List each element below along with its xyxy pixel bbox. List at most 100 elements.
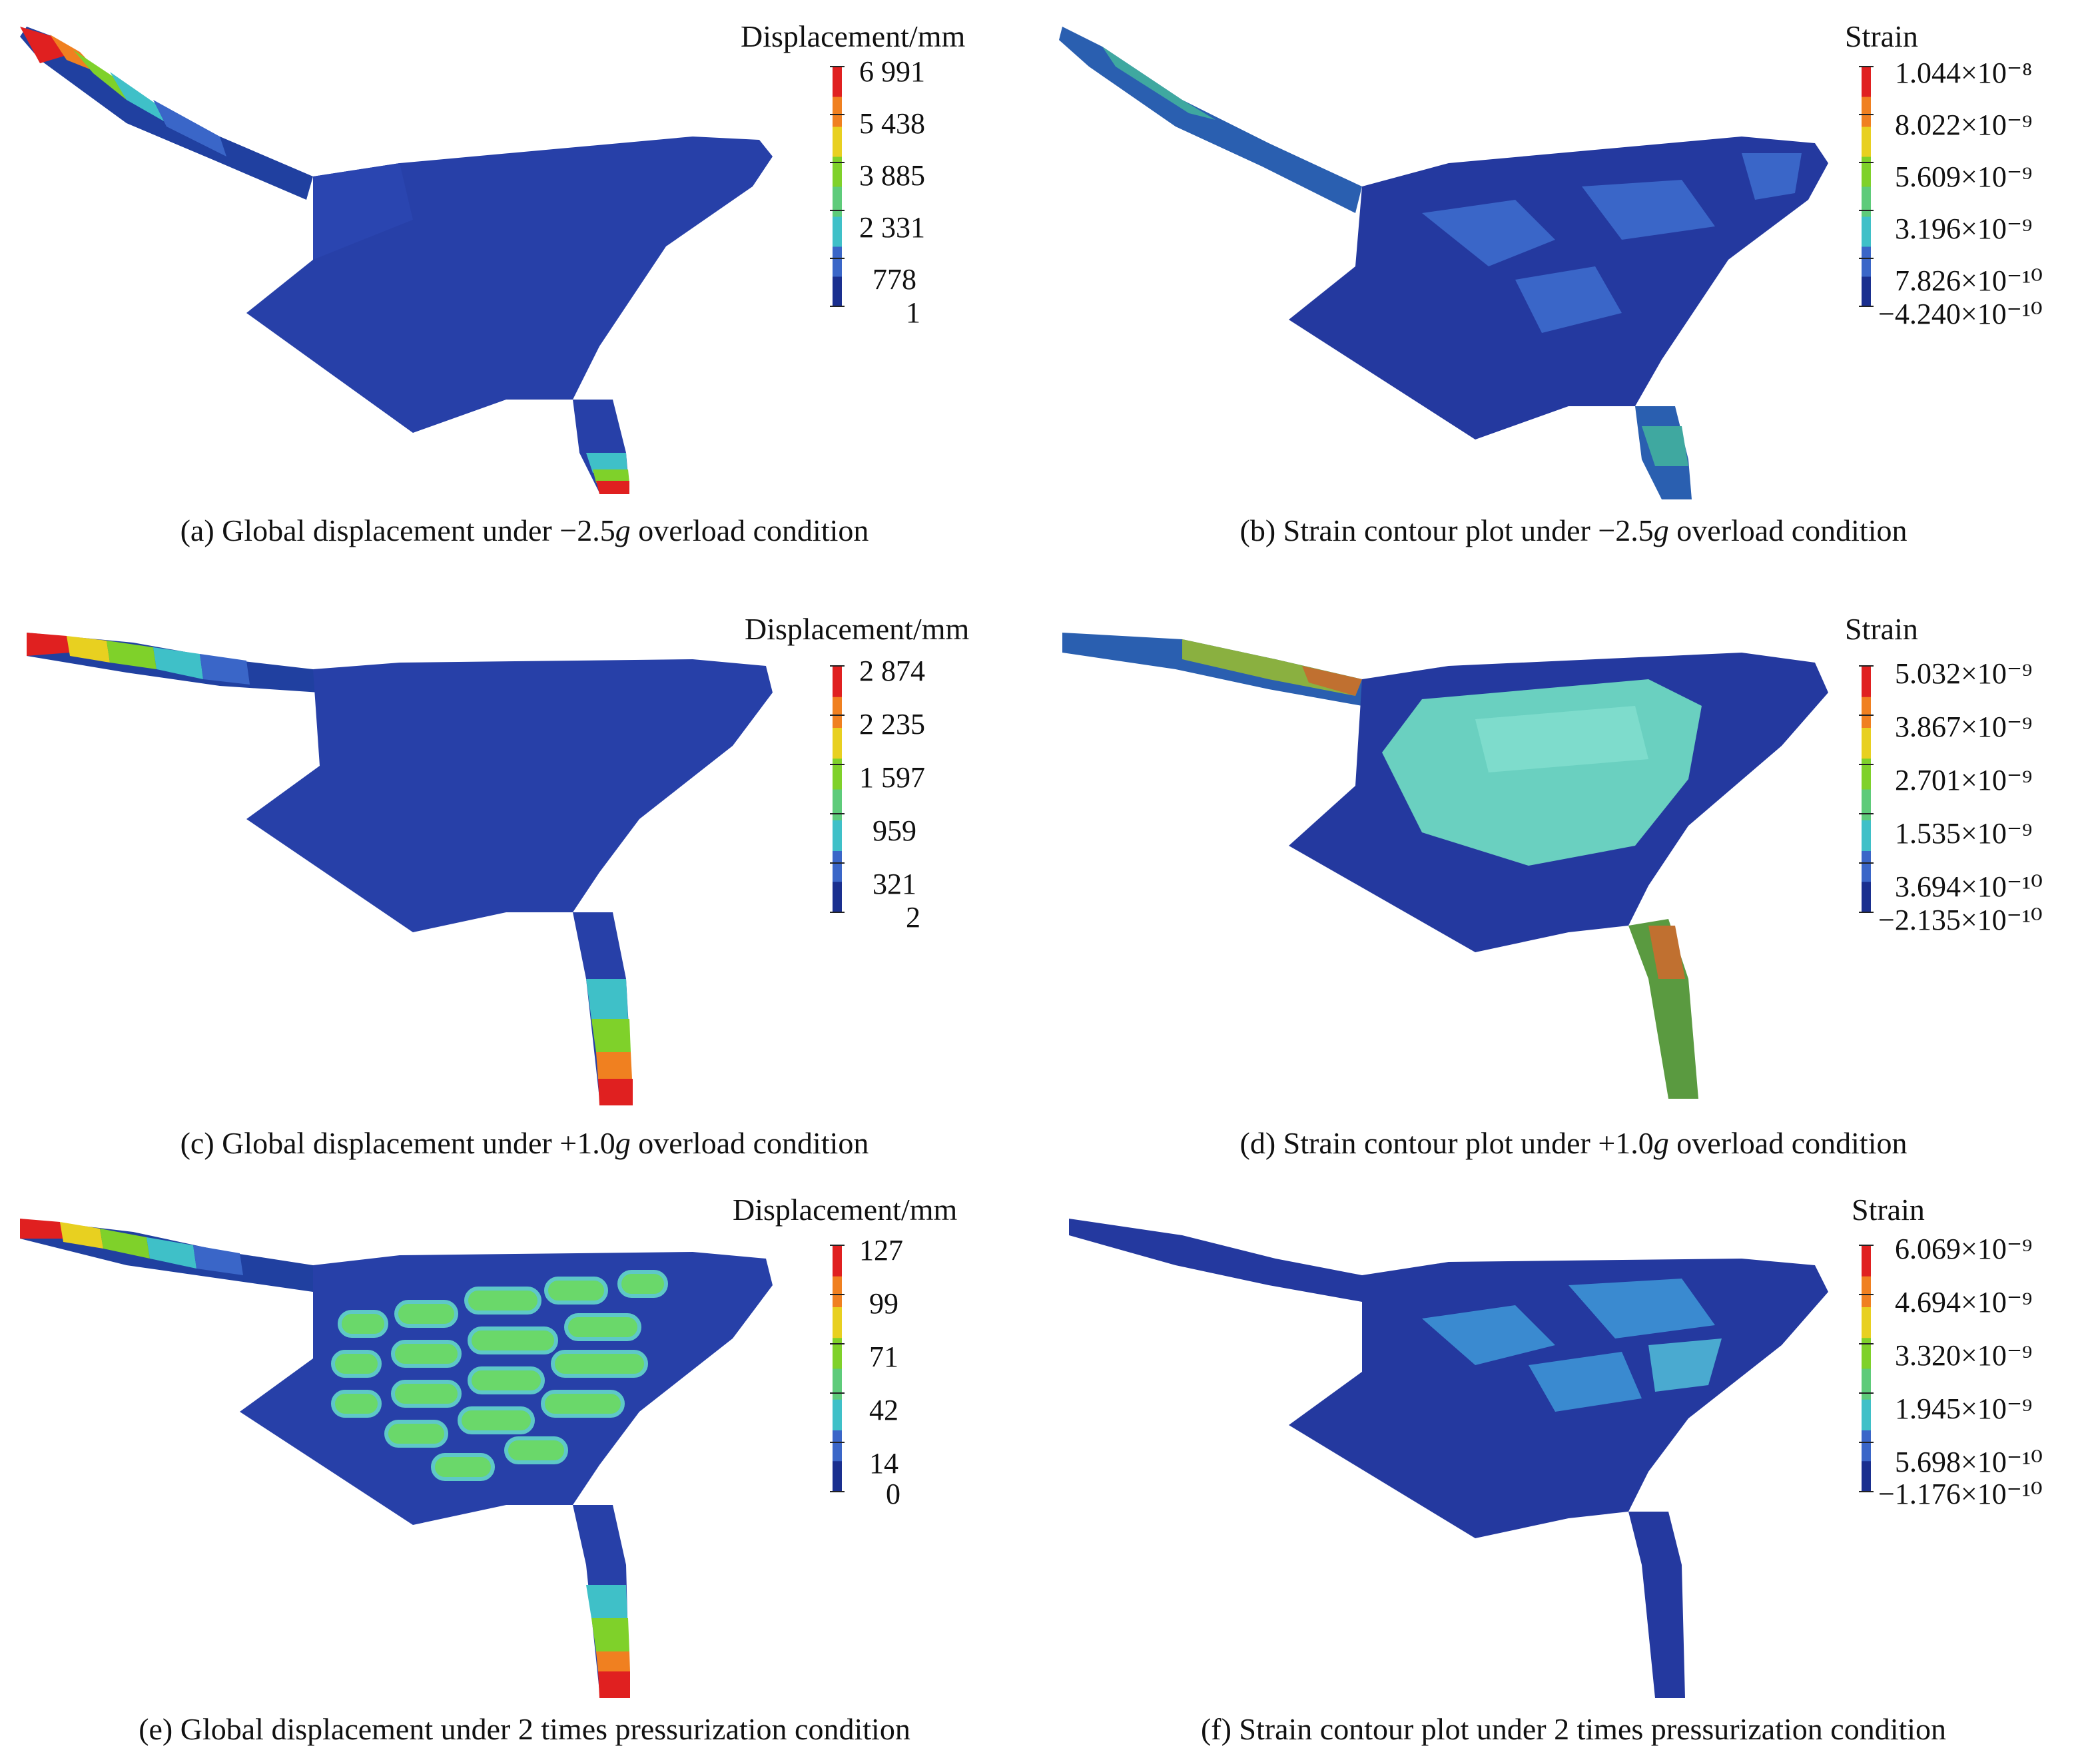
tick-label: −1.176×10⁻¹⁰ xyxy=(1878,1478,2043,1510)
tick-label: −4.240×10⁻¹⁰ xyxy=(1878,298,2043,330)
tick-label: 2 xyxy=(906,901,920,934)
color-bar-segment xyxy=(833,246,842,277)
color-bar-segment xyxy=(1862,666,1871,697)
pressure-cells xyxy=(331,1270,668,1481)
color-bar-segment xyxy=(1862,1430,1871,1462)
tick-label: 71 xyxy=(869,1340,898,1373)
color-bar-segment xyxy=(833,186,842,217)
color-bar-segment xyxy=(833,1307,842,1338)
tick-label: 3.867×10⁻⁹ xyxy=(1895,711,2033,743)
color-bar-segment xyxy=(1862,1307,1871,1338)
color-bar-segment xyxy=(1862,1245,1871,1277)
tick-label: 5.609×10⁻⁹ xyxy=(1895,160,2033,193)
tick-label: 2 331 xyxy=(859,211,925,244)
tick-label: 99 xyxy=(869,1287,898,1320)
color-bar-segment xyxy=(833,67,842,97)
color-bar-segment xyxy=(1862,881,1871,913)
color-bar-segment xyxy=(1862,97,1871,127)
color-bar xyxy=(830,665,845,913)
color-bar-segment xyxy=(833,666,842,697)
color-bar-segment xyxy=(833,850,842,882)
tick-label: 2.701×10⁻⁹ xyxy=(1895,764,2033,796)
color-bar-segment xyxy=(833,881,842,913)
legend-title: Displacement/mm xyxy=(745,612,970,646)
color-bar-segment xyxy=(1862,127,1871,157)
tick-label: 127 xyxy=(859,1234,903,1267)
tick-label: 2 874 xyxy=(859,655,925,687)
color-bar-segment xyxy=(1862,1337,1871,1369)
panel-c: Displacement/mm 2 874 2 235 1 597 959 32… xyxy=(0,606,1049,1192)
color-bar-segment xyxy=(1862,1460,1871,1492)
caption-e: (e) Global displacement under 2 times pr… xyxy=(139,1712,910,1746)
strain-model-d xyxy=(1062,633,1828,1099)
displacement-model-e xyxy=(20,1219,773,1698)
tick-label: 6.069×10⁻⁹ xyxy=(1895,1233,2033,1265)
tick-label: 1.945×10⁻⁹ xyxy=(1895,1392,2033,1425)
color-bar-segment xyxy=(1862,820,1871,851)
color-bar-segment xyxy=(833,1245,842,1277)
displacement-model-a xyxy=(20,27,773,494)
tick-label: 5 438 xyxy=(859,107,925,140)
color-bar-segment xyxy=(1862,67,1871,97)
color-bar-segment xyxy=(1862,186,1871,217)
caption-a: (a) Global displacement under −2.5g over… xyxy=(180,513,869,547)
color-bar-segment xyxy=(833,97,842,127)
tick-label: 2 235 xyxy=(859,708,925,740)
color-bar-segment xyxy=(1862,697,1871,728)
tick-label: 6 991 xyxy=(859,55,925,88)
tick-label: 3.196×10⁻⁹ xyxy=(1895,212,2033,245)
color-bar xyxy=(1859,66,1874,307)
caption-b: (b) Strain contour plot under −2.5g over… xyxy=(1239,513,1908,547)
color-bar-segment xyxy=(1862,758,1871,790)
color-bar xyxy=(830,1245,845,1492)
displacement-model-c xyxy=(27,633,773,1105)
color-bar-segment xyxy=(833,758,842,790)
color-bar-segment xyxy=(833,1276,842,1307)
color-bar-segment xyxy=(833,1368,842,1400)
color-bar-segment xyxy=(833,1399,842,1430)
color-bar-segment xyxy=(1862,246,1871,277)
tick-label: 5.032×10⁻⁹ xyxy=(1895,657,2033,690)
tick-label: 3.694×10⁻¹⁰ xyxy=(1895,870,2043,903)
strain-model-f xyxy=(1069,1219,1828,1698)
color-bar-segment xyxy=(833,1337,842,1369)
color-bar xyxy=(1859,665,1874,913)
strain-model-b xyxy=(1059,27,1828,499)
legend-title: Strain xyxy=(1845,612,1918,646)
color-bar-segment xyxy=(833,727,842,759)
color-bar-segment xyxy=(833,820,842,851)
tick-label: 3 885 xyxy=(859,159,925,192)
color-bar-segment xyxy=(833,156,842,187)
color-bar-segment xyxy=(833,1430,842,1462)
tick-label: 321 xyxy=(873,868,916,900)
legend-title: Displacement/mm xyxy=(733,1193,958,1227)
color-bar-segment xyxy=(1862,156,1871,187)
tick-label: 1 597 xyxy=(859,761,925,794)
color-bar xyxy=(830,66,845,307)
tick-label: 14 xyxy=(869,1447,898,1480)
tick-label: 8.022×10⁻⁹ xyxy=(1895,109,2033,141)
caption-c: (c) Global displacement under +1.0g over… xyxy=(180,1126,869,1160)
legend-title: Strain xyxy=(1852,1193,1925,1227)
panel-a: Displacement/mm 6 991 5 438 3 885 2 331 … xyxy=(0,0,1049,586)
panel-d: Strain 5.032×10⁻⁹ 3.867×10⁻⁹ 2.701×10⁻⁹ … xyxy=(1049,606,2098,1192)
color-bar-segment xyxy=(1862,1399,1871,1430)
panel-e: Displacement/mm 127 99 71 42 14 0 (e) Gl… xyxy=(0,1192,1049,1764)
tick-label: 778 xyxy=(873,263,916,296)
caption-f: (f) Strain contour plot under 2 times pr… xyxy=(1200,1712,1947,1746)
color-bar xyxy=(1859,1245,1874,1492)
legend-title: Strain xyxy=(1845,19,1918,53)
tick-label: 4.694×10⁻⁹ xyxy=(1895,1286,2033,1319)
panel-b: Strain 1.044×10⁻⁸ 8.022×10⁻⁹ 5.609×10⁻⁹ … xyxy=(1049,0,2098,586)
tick-label: 7.826×10⁻¹⁰ xyxy=(1895,264,2043,297)
legend-title: Displacement/mm xyxy=(741,19,966,53)
color-bar-segment xyxy=(833,697,842,728)
tick-label: −2.135×10⁻¹⁰ xyxy=(1878,904,2043,936)
caption-d: (d) Strain contour plot under +1.0g over… xyxy=(1239,1126,1908,1160)
tick-label: 5.698×10⁻¹⁰ xyxy=(1895,1446,2043,1478)
color-bar-segment xyxy=(833,276,842,307)
color-bar-segment xyxy=(833,1460,842,1492)
color-bar-segment xyxy=(833,216,842,247)
color-bar-segment xyxy=(1862,276,1871,307)
color-bar-segment xyxy=(1862,789,1871,820)
